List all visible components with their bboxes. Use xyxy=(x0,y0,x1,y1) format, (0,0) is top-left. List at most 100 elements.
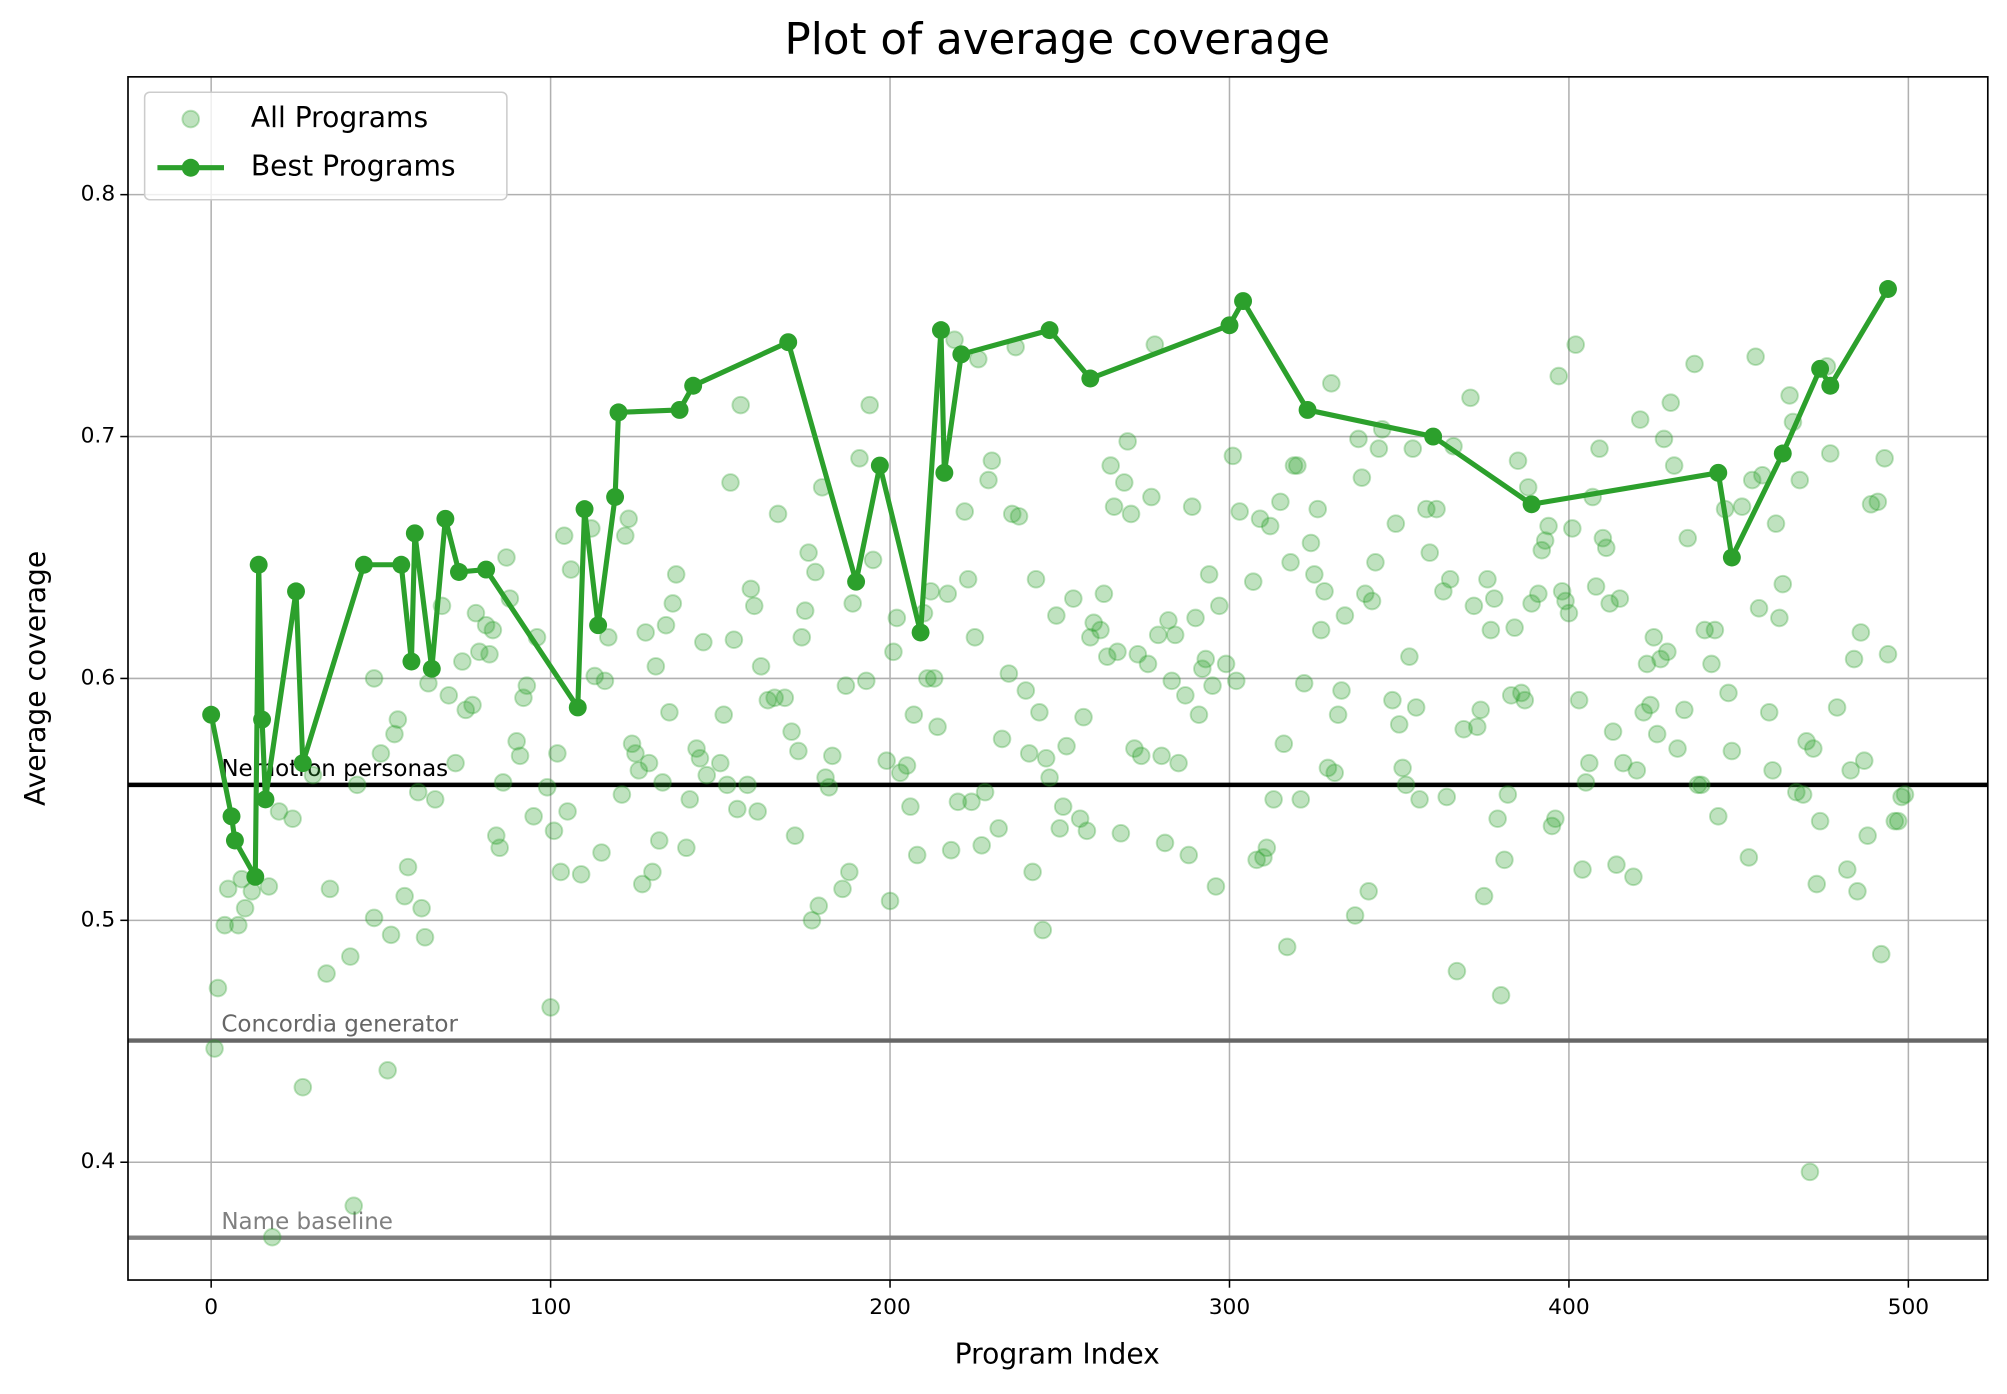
scatter-point xyxy=(1281,553,1300,572)
scatter-point xyxy=(1471,700,1490,720)
scatter-point xyxy=(1074,707,1093,727)
line-marker xyxy=(1811,359,1830,378)
scatter-point xyxy=(1539,516,1558,536)
scatter-point xyxy=(558,802,577,821)
scatter-point xyxy=(463,695,482,715)
scatter-point xyxy=(1644,628,1664,647)
reference-label: Name baseline xyxy=(221,1209,393,1235)
scatter-point xyxy=(1464,596,1484,616)
scatter-point xyxy=(456,700,476,720)
line-marker xyxy=(568,698,587,717)
scatter-point xyxy=(1573,860,1592,879)
scatter-point xyxy=(626,744,645,763)
scatter-point xyxy=(765,688,784,708)
scatter-point xyxy=(1535,531,1555,550)
scatter-point xyxy=(948,792,968,812)
scatter-point xyxy=(293,1077,313,1097)
scatter-point xyxy=(1311,620,1331,640)
line-marker xyxy=(246,867,265,886)
scatter-point xyxy=(711,753,730,773)
scatter-point xyxy=(1888,811,1908,831)
scatter-point xyxy=(585,666,605,686)
scatter-point xyxy=(1118,432,1137,451)
scatter-point xyxy=(884,642,903,662)
scatter-point xyxy=(992,729,1012,749)
scatter-point xyxy=(1386,514,1406,533)
scatter-point xyxy=(721,473,740,492)
scatter-point xyxy=(677,838,696,858)
scatter-point xyxy=(1077,821,1097,841)
scatter-point xyxy=(1250,509,1270,529)
scatter-point xyxy=(958,569,978,589)
scatter-point xyxy=(1403,439,1423,458)
scatter-point xyxy=(955,502,975,521)
scatter-point xyxy=(1841,761,1860,780)
scatter-point xyxy=(1434,582,1453,601)
scatter-point xyxy=(632,874,652,894)
line-marker xyxy=(911,623,930,642)
scatter-point xyxy=(1325,763,1344,783)
scatter-point xyxy=(480,644,499,664)
scatter-point xyxy=(1875,449,1894,468)
scatter-point xyxy=(385,724,404,744)
scatter-point xyxy=(1885,811,1905,831)
scatter-point xyxy=(507,732,526,751)
scatter-point xyxy=(1179,845,1199,865)
scatter-point xyxy=(1410,790,1429,809)
scatter-point xyxy=(1294,673,1314,693)
scatter-point xyxy=(840,862,859,882)
scatter-point xyxy=(816,768,835,787)
scatter-point xyxy=(344,1196,364,1216)
scatter-point xyxy=(490,838,509,858)
scatter-point xyxy=(887,608,907,628)
scatter-point xyxy=(1895,785,1915,804)
scatter-point xyxy=(1437,787,1457,807)
scatter-point xyxy=(690,748,710,768)
scatter-point xyxy=(728,799,747,819)
scatter-point xyxy=(1746,347,1765,367)
scatter-point xyxy=(965,628,985,647)
x-tick-label: 400 xyxy=(1548,1295,1590,1320)
scatter-point xyxy=(466,603,486,623)
scatter-point xyxy=(398,857,418,877)
y-axis-label: Average coverage xyxy=(19,551,52,806)
scatter-point xyxy=(663,594,683,613)
line-marker xyxy=(1424,427,1443,446)
scatter-point xyxy=(1512,683,1531,703)
scatter-point xyxy=(1355,584,1375,604)
scatter-point xyxy=(890,763,910,783)
scatter-point xyxy=(972,836,991,855)
scatter-point xyxy=(714,705,733,725)
scatter-point xyxy=(1647,724,1667,744)
line-marker xyxy=(293,754,312,773)
scatter-point xyxy=(1654,429,1674,449)
scatter-point xyxy=(1827,698,1847,717)
scatter-point xyxy=(1210,596,1229,616)
scatter-point xyxy=(1400,647,1419,666)
scatter-point xyxy=(262,1227,282,1247)
scatter-point xyxy=(1203,676,1222,695)
scatter-point xyxy=(493,773,513,792)
scatter-point xyxy=(1389,715,1409,734)
scatter-point xyxy=(341,947,360,966)
scatter-point xyxy=(364,908,384,928)
line-marker xyxy=(256,790,275,809)
scatter-point xyxy=(1481,620,1501,640)
scatter-point xyxy=(823,746,842,766)
scatter-point xyxy=(412,898,431,918)
scatter-point xyxy=(1002,504,1022,524)
scatter-point xyxy=(836,676,856,695)
scatter-point xyxy=(1026,569,1046,589)
scatter-point xyxy=(1064,589,1083,608)
scatter-point xyxy=(371,744,391,763)
scatter-point xyxy=(317,964,336,983)
scatter-point xyxy=(1702,654,1721,674)
scatter-point xyxy=(1189,705,1209,725)
scatter-point xyxy=(1878,644,1898,664)
scatter-point xyxy=(1383,690,1402,710)
scatter-point xyxy=(1705,620,1725,640)
line-marker xyxy=(870,456,889,475)
scatter-point xyxy=(242,882,262,901)
line-marker xyxy=(1722,548,1741,567)
scatter-point xyxy=(1590,439,1609,458)
